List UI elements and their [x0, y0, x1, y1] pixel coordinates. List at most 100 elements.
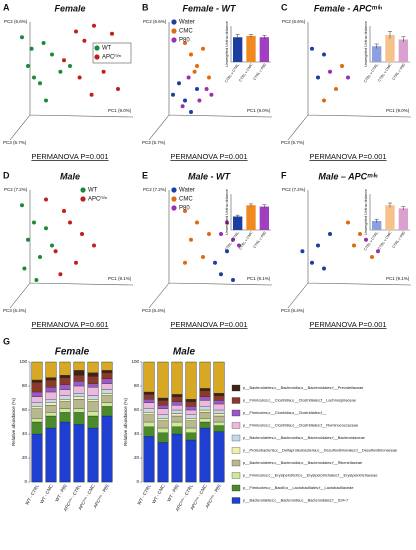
legend-swatch: [231, 409, 241, 417]
bar-segment: [171, 433, 183, 483]
bar-segment: [87, 401, 99, 412]
bar-segment: [31, 382, 43, 393]
point: [225, 220, 229, 225]
legend-label: WT: [102, 46, 112, 52]
bar-segment: [59, 412, 71, 423]
x-tick-label: WT - CMC: [151, 483, 166, 504]
legend-label: CMC: [179, 29, 193, 35]
inset-x-label: CTRL v CMC: [377, 62, 393, 82]
legend-swatch: [94, 45, 100, 51]
legend-swatch: [231, 497, 241, 504]
bar-segment: [59, 401, 71, 409]
bar-segment: [171, 426, 183, 435]
inset-axis: [369, 26, 410, 63]
bar-segment: [45, 427, 57, 483]
point: [209, 92, 214, 97]
pc1-label: PC1 (9.0%): [108, 108, 132, 113]
bar-segment: [199, 418, 211, 423]
bar-segment: [143, 408, 155, 413]
point: [340, 64, 344, 68]
permanova: PERMANOVA P=0.001: [309, 152, 386, 161]
bar-segment: [199, 396, 211, 401]
point: [316, 243, 320, 248]
point: [310, 260, 314, 265]
point: [74, 260, 78, 265]
point: [213, 260, 217, 265]
inset-x-label: CTRL v P80: [391, 231, 405, 249]
point: [334, 87, 338, 91]
panel-title: Male – APCᵐⁱⁿ: [318, 171, 378, 181]
legend-box: [92, 42, 132, 64]
point: [38, 81, 42, 86]
bar-segment: [213, 413, 225, 417]
inset-bar: [385, 35, 395, 62]
bar-segment: [185, 432, 197, 441]
bar-segment: [45, 415, 57, 429]
inset-bar: [246, 35, 256, 62]
point: [322, 98, 326, 103]
legend-swatch: [231, 434, 241, 442]
inset-bar: [372, 221, 382, 230]
bar-segment: [199, 390, 211, 397]
panel-title: Female: [54, 3, 85, 13]
inset-bar: [398, 39, 408, 62]
pc-axes: [148, 190, 273, 309]
point: [74, 29, 78, 34]
pc-axes: [9, 22, 134, 141]
bar-segment: [101, 415, 113, 483]
bar-segment: [73, 396, 85, 400]
pc-axes: [287, 190, 412, 309]
bar-segment: [157, 418, 169, 421]
pc2-label: PC2 (6.6%): [143, 19, 167, 24]
permanova: PERMANOVA P=0.001: [170, 152, 247, 161]
bar-segment: [199, 421, 211, 429]
permanova: PERMANOVA P=0.001: [31, 152, 108, 161]
point: [219, 232, 223, 236]
point: [116, 87, 120, 91]
bar-segment: [213, 409, 225, 414]
point: [183, 209, 187, 213]
bar-segment: [199, 388, 211, 391]
pc3-label: PC3 (6.4%): [3, 308, 27, 313]
legend-swatch: [231, 472, 241, 479]
point: [370, 255, 374, 259]
legend-swatch: [171, 196, 177, 202]
y-tick-label: 60: [134, 407, 140, 412]
inset-bar: [372, 46, 382, 62]
bar-segment: [171, 394, 183, 397]
bar-segment: [143, 412, 155, 415]
bar-segment: [87, 383, 99, 388]
y-tick-label: 60: [22, 407, 28, 412]
bar-segment: [87, 395, 99, 400]
inset-x-label: CTRL v P80: [391, 63, 405, 81]
panel-title: Male: [173, 347, 196, 358]
bar-segment: [73, 370, 85, 376]
legend-label: P80: [179, 206, 190, 212]
bar-segment: [101, 393, 113, 396]
point: [322, 52, 326, 57]
bar-segment: [213, 400, 225, 405]
point: [53, 249, 58, 254]
point: [180, 104, 185, 109]
bar-segment: [31, 421, 43, 435]
bar-segment: [101, 389, 113, 394]
legend-swatch: [231, 484, 241, 492]
pc1-label: PC1 (9.1%): [247, 276, 271, 281]
y-tick-label: 40: [134, 431, 140, 436]
legend-label: p__Firmicutes;c__Clostridia;o__Clostridi…: [243, 423, 358, 428]
bar-segment: [31, 402, 43, 407]
point: [376, 249, 380, 254]
bar-segment: [73, 412, 85, 425]
point: [352, 243, 356, 248]
point: [32, 220, 36, 225]
pc1-label: PC1 (9.1%): [386, 276, 410, 281]
legend-label: p__Firmicutes;c__Clostridia;o__Clostridi…: [243, 398, 356, 403]
bar-segment: [87, 376, 99, 384]
point: [328, 69, 332, 74]
legend-label: P80: [179, 38, 190, 44]
legend-label: CMC: [179, 197, 193, 203]
point: [231, 278, 235, 282]
inset-bar: [259, 206, 269, 230]
point: [80, 232, 84, 236]
pc3-label: PC3 (5.7%): [3, 140, 27, 145]
